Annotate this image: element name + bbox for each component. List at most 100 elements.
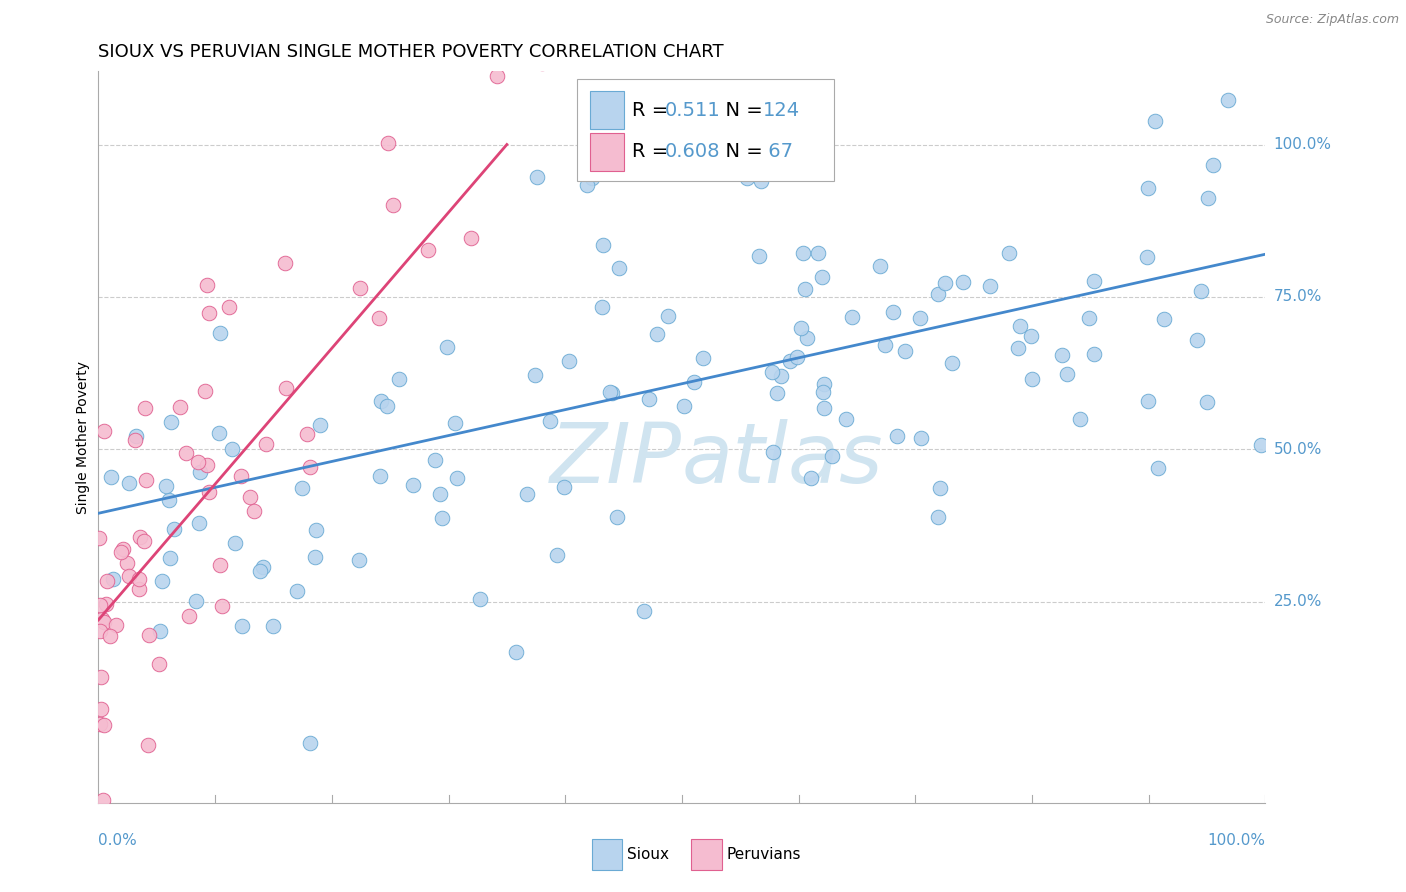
Text: Peruvians: Peruvians [727, 847, 801, 863]
Point [813, 384, 835, 399]
Point [195, 278, 218, 293]
Point [766, 385, 789, 400]
Point [591, 300, 613, 314]
Point [291, 482, 314, 496]
Point [1050, 348, 1073, 362]
Point [249, 564, 271, 578]
Point [882, 305, 904, 319]
Point [101, 572, 124, 586]
Point [430, 511, 453, 525]
Point [218, 300, 240, 314]
Point [1136, 394, 1159, 409]
Point [150, 574, 173, 589]
Point [813, 377, 835, 392]
Point [761, 366, 783, 380]
Point [749, 174, 772, 188]
Point [177, 609, 200, 624]
Point [207, 426, 229, 441]
Point [382, 198, 405, 212]
Point [1250, 438, 1272, 452]
Point [821, 449, 844, 463]
Point [274, 256, 297, 270]
Point [194, 384, 217, 398]
Point [224, 536, 246, 550]
Point [835, 411, 858, 425]
Point [934, 276, 956, 290]
Point [110, 545, 132, 559]
Point [96, 574, 118, 589]
Point [1083, 274, 1105, 288]
Point [1218, 93, 1240, 107]
Point [402, 478, 425, 492]
Text: ZIP: ZIP [550, 418, 682, 500]
Point [368, 468, 391, 483]
Point [505, 645, 527, 659]
Point [117, 557, 139, 571]
Text: R =: R = [631, 101, 675, 120]
Point [735, 170, 758, 185]
Text: N =: N = [713, 101, 769, 120]
FancyBboxPatch shape [692, 839, 721, 870]
Text: 100.0%: 100.0% [1274, 137, 1331, 152]
Point [93, 718, 115, 732]
Point [221, 442, 243, 457]
Point [157, 493, 180, 508]
Point [174, 445, 197, 459]
Point [93, 424, 115, 438]
Point [129, 530, 152, 544]
Point [163, 522, 186, 536]
Text: 0.608: 0.608 [665, 143, 720, 161]
Point [558, 353, 581, 368]
Point [229, 469, 252, 483]
Point [169, 400, 191, 414]
Point [1007, 341, 1029, 355]
Point [128, 572, 150, 586]
Point [149, 624, 172, 638]
Point [91, 792, 114, 806]
Point [1189, 284, 1212, 298]
Point [606, 510, 628, 524]
Point [242, 504, 264, 518]
Point [592, 237, 614, 252]
Point [841, 310, 863, 325]
Point [908, 310, 931, 325]
Point [1136, 181, 1159, 195]
Text: Sioux: Sioux [627, 847, 669, 863]
Point [304, 549, 326, 564]
Point [254, 436, 277, 450]
Point [1147, 460, 1170, 475]
Point [138, 627, 160, 641]
Point [894, 344, 917, 359]
Point [295, 427, 318, 442]
Point [90, 670, 112, 684]
Point [637, 392, 659, 407]
Point [425, 453, 447, 467]
Point [1136, 250, 1159, 264]
Point [104, 617, 127, 632]
Point [672, 400, 695, 414]
Point [553, 480, 575, 494]
FancyBboxPatch shape [589, 91, 624, 129]
Point [252, 559, 274, 574]
Point [91, 611, 114, 625]
Point [262, 619, 284, 633]
Point [209, 558, 232, 573]
Y-axis label: Single Mother Poverty: Single Mother Poverty [76, 360, 90, 514]
Point [187, 516, 209, 531]
Point [148, 657, 170, 672]
Point [1195, 394, 1218, 409]
Point [1202, 158, 1225, 172]
Point [349, 281, 371, 295]
Point [118, 569, 141, 583]
Point [1069, 411, 1091, 425]
Point [786, 350, 808, 364]
Point [368, 310, 391, 325]
Point [526, 170, 548, 185]
Point [1083, 346, 1105, 360]
Point [198, 306, 221, 320]
Point [796, 331, 818, 345]
Point [538, 414, 561, 428]
Point [468, 591, 491, 606]
Point [1021, 372, 1043, 386]
Point [607, 260, 630, 275]
